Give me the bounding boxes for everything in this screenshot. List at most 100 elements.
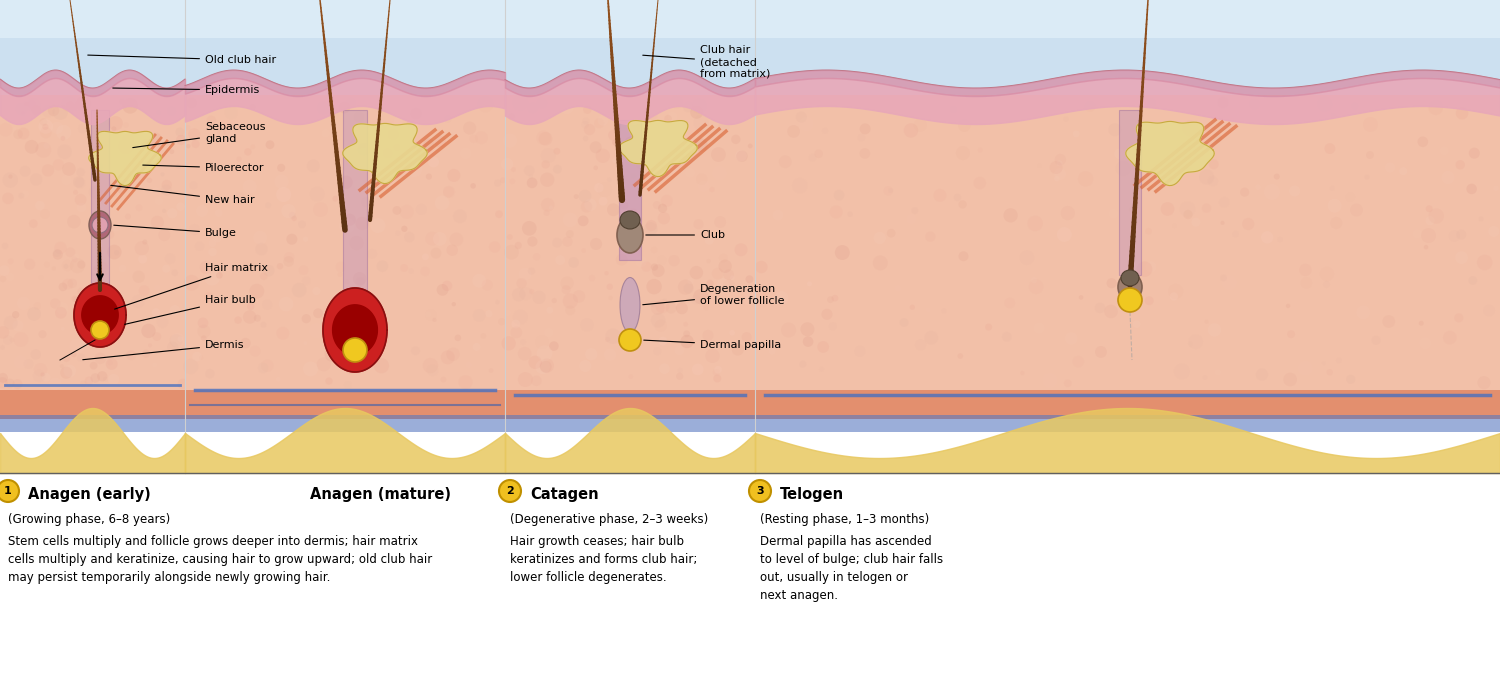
Circle shape — [1054, 154, 1066, 165]
Circle shape — [189, 224, 200, 235]
Circle shape — [958, 200, 968, 209]
Circle shape — [711, 147, 726, 162]
Circle shape — [432, 318, 436, 322]
Circle shape — [176, 164, 181, 169]
Circle shape — [630, 173, 636, 179]
Circle shape — [651, 301, 664, 315]
Circle shape — [76, 202, 87, 212]
Circle shape — [160, 172, 165, 176]
Text: Bulge: Bulge — [114, 225, 237, 238]
Circle shape — [177, 202, 184, 211]
Circle shape — [442, 187, 454, 198]
Circle shape — [292, 283, 306, 297]
Circle shape — [1336, 357, 1342, 363]
Circle shape — [580, 318, 594, 332]
Circle shape — [27, 98, 40, 111]
Circle shape — [117, 184, 128, 194]
Circle shape — [374, 332, 388, 346]
Circle shape — [452, 302, 456, 306]
Circle shape — [1179, 201, 1196, 217]
Circle shape — [1356, 305, 1370, 319]
Circle shape — [60, 136, 66, 141]
Circle shape — [0, 373, 8, 383]
Circle shape — [702, 330, 714, 341]
Circle shape — [459, 375, 472, 389]
Circle shape — [1170, 292, 1178, 301]
Circle shape — [411, 108, 422, 120]
Circle shape — [138, 254, 147, 264]
Circle shape — [388, 129, 399, 140]
Circle shape — [261, 359, 273, 372]
Circle shape — [788, 125, 800, 138]
Text: Stem cells multiply and follicle grows deeper into dermis; hair matrix
cells mul: Stem cells multiply and follicle grows d… — [8, 535, 432, 584]
Circle shape — [1054, 176, 1060, 182]
Circle shape — [138, 285, 150, 296]
Circle shape — [135, 241, 148, 256]
Circle shape — [70, 258, 86, 273]
Circle shape — [914, 119, 927, 132]
Circle shape — [1467, 184, 1478, 194]
Circle shape — [1328, 199, 1341, 213]
Circle shape — [214, 209, 222, 217]
Circle shape — [584, 105, 591, 114]
Circle shape — [1078, 171, 1094, 187]
Circle shape — [1172, 223, 1176, 228]
Bar — [0, 0, 184, 95]
Bar — [754, 390, 1500, 419]
Circle shape — [884, 186, 892, 196]
Circle shape — [51, 122, 63, 134]
Circle shape — [795, 111, 807, 123]
Circle shape — [926, 307, 932, 312]
Circle shape — [900, 318, 909, 327]
Text: Catagen: Catagen — [530, 487, 598, 502]
Circle shape — [1146, 261, 1156, 272]
Circle shape — [324, 323, 328, 328]
Circle shape — [232, 192, 246, 205]
Circle shape — [150, 133, 162, 145]
Circle shape — [926, 231, 936, 242]
Circle shape — [62, 175, 72, 185]
Circle shape — [612, 139, 618, 146]
Circle shape — [4, 379, 15, 388]
Circle shape — [1060, 206, 1076, 220]
Circle shape — [1028, 216, 1042, 231]
Circle shape — [512, 319, 520, 328]
Circle shape — [1323, 281, 1330, 288]
Circle shape — [744, 288, 756, 300]
Circle shape — [736, 151, 747, 162]
Circle shape — [694, 138, 708, 152]
Circle shape — [156, 111, 160, 115]
Circle shape — [668, 112, 678, 122]
Circle shape — [873, 231, 886, 244]
Circle shape — [542, 160, 550, 169]
Circle shape — [682, 102, 693, 113]
Circle shape — [1130, 206, 1136, 213]
Circle shape — [93, 267, 98, 271]
Circle shape — [1468, 276, 1478, 285]
Circle shape — [142, 140, 150, 146]
Circle shape — [406, 162, 422, 177]
Circle shape — [303, 361, 318, 377]
Circle shape — [98, 371, 108, 381]
Circle shape — [510, 178, 515, 184]
Text: 1: 1 — [4, 486, 12, 496]
Circle shape — [204, 269, 220, 285]
Circle shape — [442, 186, 454, 198]
Circle shape — [477, 96, 494, 112]
Circle shape — [170, 305, 180, 316]
Circle shape — [1455, 251, 1468, 264]
Circle shape — [54, 242, 66, 254]
Circle shape — [554, 165, 562, 173]
Circle shape — [339, 176, 352, 189]
Circle shape — [30, 349, 40, 359]
Circle shape — [657, 212, 670, 225]
Circle shape — [86, 294, 93, 301]
Circle shape — [954, 193, 962, 201]
Circle shape — [578, 216, 588, 226]
Circle shape — [552, 238, 562, 247]
Circle shape — [1137, 261, 1152, 277]
Circle shape — [240, 338, 250, 348]
Circle shape — [411, 346, 420, 355]
Circle shape — [782, 323, 796, 338]
Circle shape — [909, 305, 915, 310]
